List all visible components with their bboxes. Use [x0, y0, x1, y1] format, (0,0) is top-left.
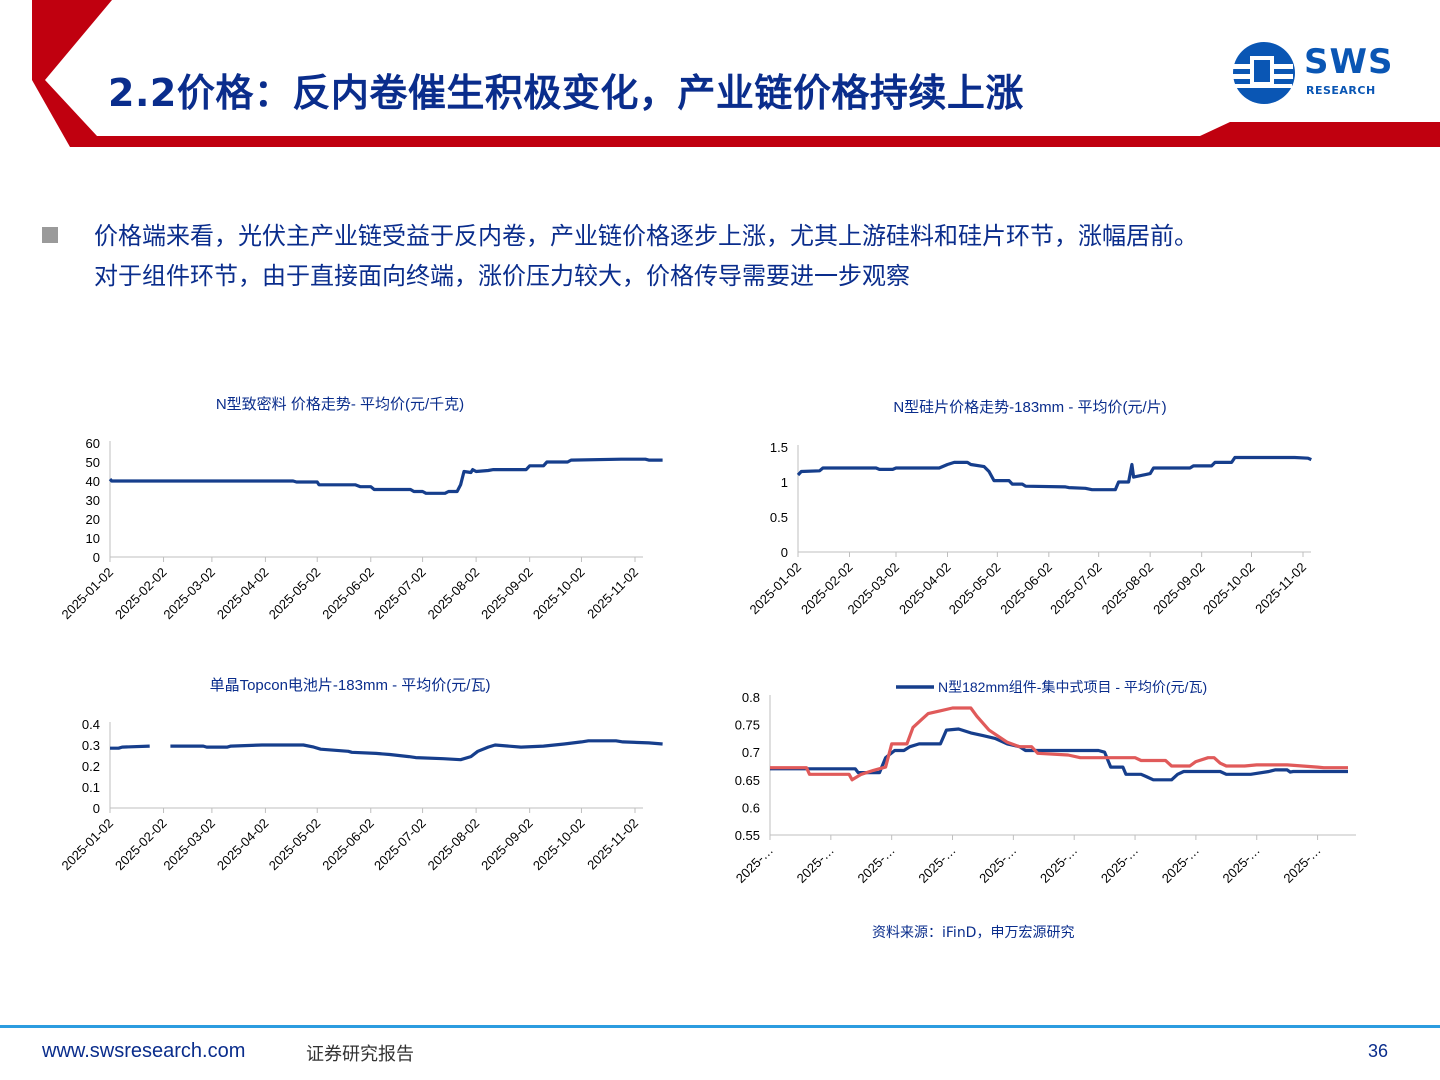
page-number: 36: [1368, 1041, 1389, 1061]
x-tick-label: 2025-…: [1280, 843, 1323, 886]
y-tick-label: 0.8: [742, 690, 760, 705]
y-tick-label: 0.2: [82, 759, 100, 774]
x-tick-label: 2025-07-02: [371, 565, 429, 623]
x-tick-label: 2025-10-02: [530, 816, 588, 874]
chart-wafer-svg: N型硅片价格走势-183mm - 平均价(元/片) 0 0.5 1 1.5 2025-01…: [746, 399, 1312, 618]
y-tick-label: 10: [86, 531, 100, 546]
y-tick-label: 0.6: [742, 800, 760, 815]
x-tick-label: 2025-06-02: [319, 816, 377, 874]
chart-polysilicon: N型致密料 价格走势- 平均价(元/千克) 0 10 20 30 40 50 60 2025-0…: [40, 385, 680, 655]
chart-module: 0.55 0.6 0.65 0.7 0.75 0.8 2025-… 2025-… 2025-… 2…: [720, 676, 1380, 908]
chart-title: 单晶Topcon电池片-183mm - 平均价(元/瓦): [210, 677, 491, 694]
series-line-0: [796, 455, 1312, 492]
x-tick-label: 2025-11-02: [1252, 560, 1309, 617]
series-line-0: [110, 744, 150, 750]
x-tick-label: 2025-06-02: [319, 565, 377, 623]
x-tick-label: 2025-10-02: [1200, 560, 1258, 618]
x-tick-label: 2025-01-02: [58, 565, 116, 623]
series-line-0: [770, 727, 1348, 782]
x-tick-label: 2025-05-02: [266, 565, 324, 623]
x-tick-label: 2025-07-02: [1047, 560, 1105, 618]
y-tick-label: 20: [86, 512, 100, 527]
chart-cell: 单晶Topcon电池片-183mm - 平均价(元/瓦) 0 0.1 0.2 0.3 0.…: [40, 668, 680, 900]
y-tick-label: 0.55: [735, 828, 760, 843]
series-line-1: [770, 706, 1348, 782]
page-title: 2.2价格：反内卷催生积极变化，产业链价格持续上涨: [108, 71, 1024, 115]
x-tick-label: 2025-06-02: [997, 560, 1055, 618]
globe-icon: [1231, 42, 1295, 104]
chart-polysilicon-svg: N型致密料 价格走势- 平均价(元/千克) 0 10 20 30 40 50 60 2025-0…: [58, 396, 663, 623]
chart-cell-svg: 单晶Topcon电池片-183mm - 平均价(元/瓦) 0 0.1 0.2 0.3 0.…: [58, 677, 663, 874]
logo-subtext: RESEARCH: [1306, 84, 1376, 97]
x-tick-label: 2025-10-02: [530, 565, 588, 623]
y-tick-label: 0.3: [82, 738, 100, 753]
y-tick-label: 0.7: [742, 745, 760, 760]
y-tick-label: 0: [93, 801, 100, 816]
series-line-0: [108, 457, 663, 495]
x-tick-label: 2025-…: [733, 843, 776, 886]
x-tick-label: 2025-…: [1159, 843, 1202, 886]
footer-url-link[interactable]: www.swsresearch.com: [42, 1040, 246, 1062]
x-tick-label: 2025-…: [1037, 843, 1080, 886]
bullet-line: 价格端来看，光伏主产业链受益于反内卷，产业链价格逐步上涨，尤其上游硅料和硅片环节…: [94, 222, 1198, 250]
x-tick-label: 2025-08-02: [425, 565, 483, 623]
x-tick-label: 2025-09-02: [478, 565, 536, 623]
x-tick-label: 2025-11-02: [584, 565, 641, 622]
y-tick-label: 1: [781, 475, 788, 490]
y-tick-label: 30: [86, 493, 100, 508]
x-tick-label: 2025-03-02: [160, 565, 218, 623]
footer-label: 证券研究报告: [306, 1044, 414, 1065]
x-tick-label: 2025-…: [1098, 843, 1141, 886]
x-tick-label: 2025-01-02: [746, 560, 804, 618]
x-tick-label: 2025-…: [794, 843, 837, 886]
bullet-paragraph: 价格端来看，光伏主产业链受益于反内卷，产业链价格逐步上涨，尤其上游硅料和硅片环节…: [94, 216, 1414, 296]
y-tick-label: 0.75: [735, 718, 760, 733]
x-tick-label: 2025-…: [854, 843, 897, 886]
y-tick-label: 60: [86, 436, 100, 451]
x-tick-label: 2025-04-02: [214, 565, 272, 623]
chart-title: N型致密料 价格走势- 平均价(元/千克): [216, 396, 464, 413]
series-line-0: [170, 739, 663, 762]
y-tick-label: 0.65: [735, 773, 760, 788]
x-tick-label: 2025-09-02: [1150, 560, 1208, 618]
logo-text: SWS: [1304, 42, 1394, 82]
sws-logo: SWS RESEARCH: [1228, 38, 1418, 108]
x-tick-label: 2025-04-02: [896, 560, 954, 618]
x-tick-label: 2025-08-02: [425, 816, 483, 874]
y-tick-label: 0.4: [82, 717, 100, 732]
source-note: 资料来源：iFinD，申万宏源研究: [872, 925, 1075, 941]
x-tick-label: 2025-05-02: [266, 816, 324, 874]
x-tick-label: 2025-…: [1220, 843, 1263, 886]
chart-module-svg: 0.55 0.6 0.65 0.7 0.75 0.8 2025-… 2025-… 2025-… 2…: [733, 679, 1356, 886]
y-tick-label: 0: [93, 550, 100, 565]
x-tick-label: 2025-09-02: [478, 816, 536, 874]
chart-title: N型硅片价格走势-183mm - 平均价(元/片): [893, 399, 1166, 416]
legend-label: N型182mm组件-集中式项目 - 平均价(元/瓦): [938, 679, 1207, 695]
bullet-square-icon: [42, 227, 58, 243]
x-tick-label: 2025-01-02: [58, 816, 116, 874]
x-tick-label: 2025-05-02: [946, 560, 1004, 618]
y-tick-label: 0.5: [770, 510, 788, 525]
bullet-line: 对于组件环节，由于直接面向终端，涨价压力较大，价格传导需要进一步观察: [94, 262, 910, 290]
x-tick-label: 2025-08-02: [1099, 560, 1157, 618]
x-tick-label: 2025-07-02: [371, 816, 429, 874]
y-tick-label: 50: [86, 455, 100, 470]
x-tick-label: 2025-03-02: [160, 816, 218, 874]
x-tick-label: 2025-11-02: [584, 816, 641, 873]
header-white-panel: [45, 0, 1440, 136]
y-tick-label: 0.1: [82, 780, 100, 795]
header-banner: [32, 0, 1440, 147]
y-tick-label: 40: [86, 474, 100, 489]
footer-divider: [0, 1025, 1440, 1028]
x-tick-label: 2025-04-02: [214, 816, 272, 874]
chart-wafer: N型硅片价格走势-183mm - 平均价(元/片) 0 0.5 1 1.5 2025-01…: [720, 390, 1360, 650]
x-tick-label: 2025-…: [976, 843, 1019, 886]
y-tick-label: 1.5: [770, 440, 788, 455]
x-tick-label: 2025-…: [915, 843, 958, 886]
y-tick-label: 0: [781, 545, 788, 560]
